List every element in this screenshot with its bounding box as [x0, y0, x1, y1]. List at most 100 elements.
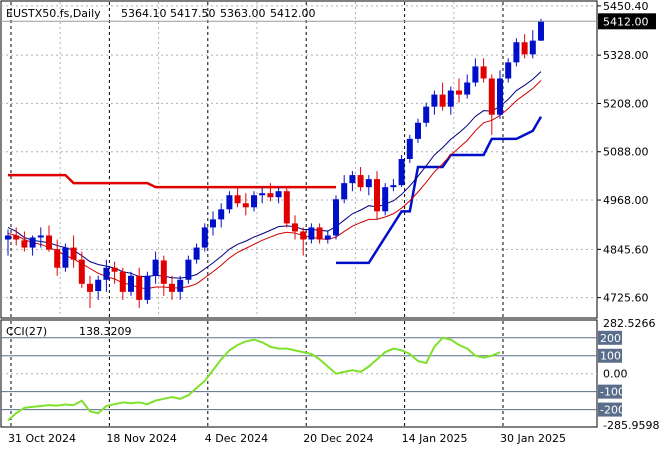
x-tick-label: 18 Nov 2024: [106, 432, 176, 445]
candle-body: [439, 94, 446, 107]
candle-body: [78, 259, 85, 284]
price-axis-label: 4845.60: [603, 243, 649, 256]
candle-body: [324, 235, 331, 240]
candle-body: [513, 42, 520, 63]
candle-body: [160, 260, 167, 284]
chart-title: EUSTX50.fs,Daily: [6, 7, 101, 20]
price-y-axis: 5450.40 5328.00 5208.00 5088.00 4968.00 4845.…: [597, 0, 649, 305]
candle-body: [292, 223, 298, 232]
ohlc-high: 5417.50: [170, 7, 216, 20]
candle-body: [374, 179, 380, 212]
candle-body: [529, 40, 536, 55]
candle-body: [144, 275, 151, 300]
candle-body: [87, 283, 93, 292]
candle-body: [316, 227, 323, 240]
candle-body: [267, 193, 274, 198]
candle-body: [201, 227, 208, 248]
candle-body: [218, 209, 225, 220]
candle-body: [300, 231, 307, 240]
candle-body: [423, 106, 430, 123]
cci-level-box: [598, 384, 622, 399]
candle-body: [46, 235, 52, 250]
price-axis-label: 4968.00: [603, 194, 649, 207]
resistance-line: [8, 173, 336, 189]
candle-body: [406, 138, 413, 159]
ohlc-close: 5412.00: [270, 7, 316, 20]
candle-body: [505, 62, 512, 79]
candle-body: [333, 199, 339, 236]
cci-value: 138.3209: [79, 325, 132, 338]
ohlc-low: 5363.00: [220, 7, 266, 20]
candle-body: [177, 279, 184, 292]
candle-body: [70, 247, 77, 260]
candle-body: [390, 185, 397, 188]
cci-axis-label: -285.9598: [603, 419, 659, 432]
candle-body: [21, 240, 28, 248]
price-axis-label: 4725.60: [603, 292, 649, 305]
cci-title: CCI(27): [6, 325, 47, 338]
candle-body: [251, 195, 257, 208]
candle-body: [415, 122, 421, 139]
candle-body: [431, 94, 438, 107]
candle-body: [242, 203, 249, 208]
cci-y-axis: 282.5266 200 100 0.00 -100 -200 -285.9598: [598, 317, 659, 432]
candle-body: [29, 237, 36, 248]
candle-body: [382, 187, 389, 212]
price-panel: [0, 0, 598, 319]
x-tick-label: 20 Dec 2024: [303, 432, 373, 445]
cci-level-label: -100: [600, 386, 625, 399]
candle-body: [447, 90, 454, 107]
cci-level-label: -200: [600, 404, 625, 417]
candle-body: [398, 158, 405, 186]
candle-body: [128, 275, 134, 292]
candle-body: [464, 82, 471, 95]
candle-body: [62, 247, 69, 268]
candle-body: [152, 259, 159, 276]
price-axis-label: 5088.00: [603, 146, 649, 159]
last-price-box: [598, 13, 656, 30]
resistance-path: [8, 173, 336, 189]
candle-body: [341, 183, 348, 200]
cci-level-label: 200: [600, 332, 621, 345]
cci-level-box: [598, 330, 622, 345]
cci-level-box: [598, 402, 622, 417]
x-tick-label: 30 Jan 2025: [500, 432, 566, 445]
cci-axis-label: 282.5266: [603, 317, 656, 330]
candle-body: [210, 219, 216, 228]
candle-body: [95, 279, 102, 292]
candle-body: [169, 283, 175, 292]
candle-body: [275, 191, 282, 198]
candle-body: [193, 247, 200, 260]
cci-level-box: [598, 348, 622, 363]
ema-fast-line: [7, 71, 542, 279]
candle-body: [136, 275, 143, 300]
candlesticks: [5, 18, 544, 308]
x-tick-label: 31 Oct 2024: [8, 432, 76, 445]
price-axis-label: 5208.00: [603, 97, 649, 110]
candle-body: [259, 193, 266, 196]
candle-body: [365, 179, 372, 188]
ema-slow-line: [7, 80, 542, 290]
candle-body: [119, 271, 126, 292]
price-axis-label: 5328.00: [603, 49, 649, 62]
candle-body: [103, 267, 110, 280]
candle-body: [488, 78, 495, 115]
ema-slow-path: [7, 80, 542, 290]
ohlc-open: 5364.10: [121, 7, 167, 20]
candle-body: [538, 21, 544, 41]
candle-body: [480, 66, 487, 79]
time-x-axis: 31 Oct 2024 18 Nov 2024 4 Dec 2024 20 Dec 2…: [8, 432, 566, 445]
candle-body: [226, 195, 233, 210]
cci-axis-label: 0.00: [603, 368, 628, 381]
candle-body: [37, 235, 44, 238]
candle-body: [308, 227, 315, 240]
x-tick-label: 4 Dec 2024: [205, 432, 268, 445]
cci-level-label: 100: [600, 350, 621, 363]
ema-fast-path: [7, 71, 542, 279]
candle-body: [456, 90, 462, 95]
cci-path: [7, 336, 501, 422]
candle-body: [283, 191, 290, 224]
x-tick-label: 14 Jan 2025: [402, 432, 468, 445]
candle-body: [185, 259, 192, 280]
